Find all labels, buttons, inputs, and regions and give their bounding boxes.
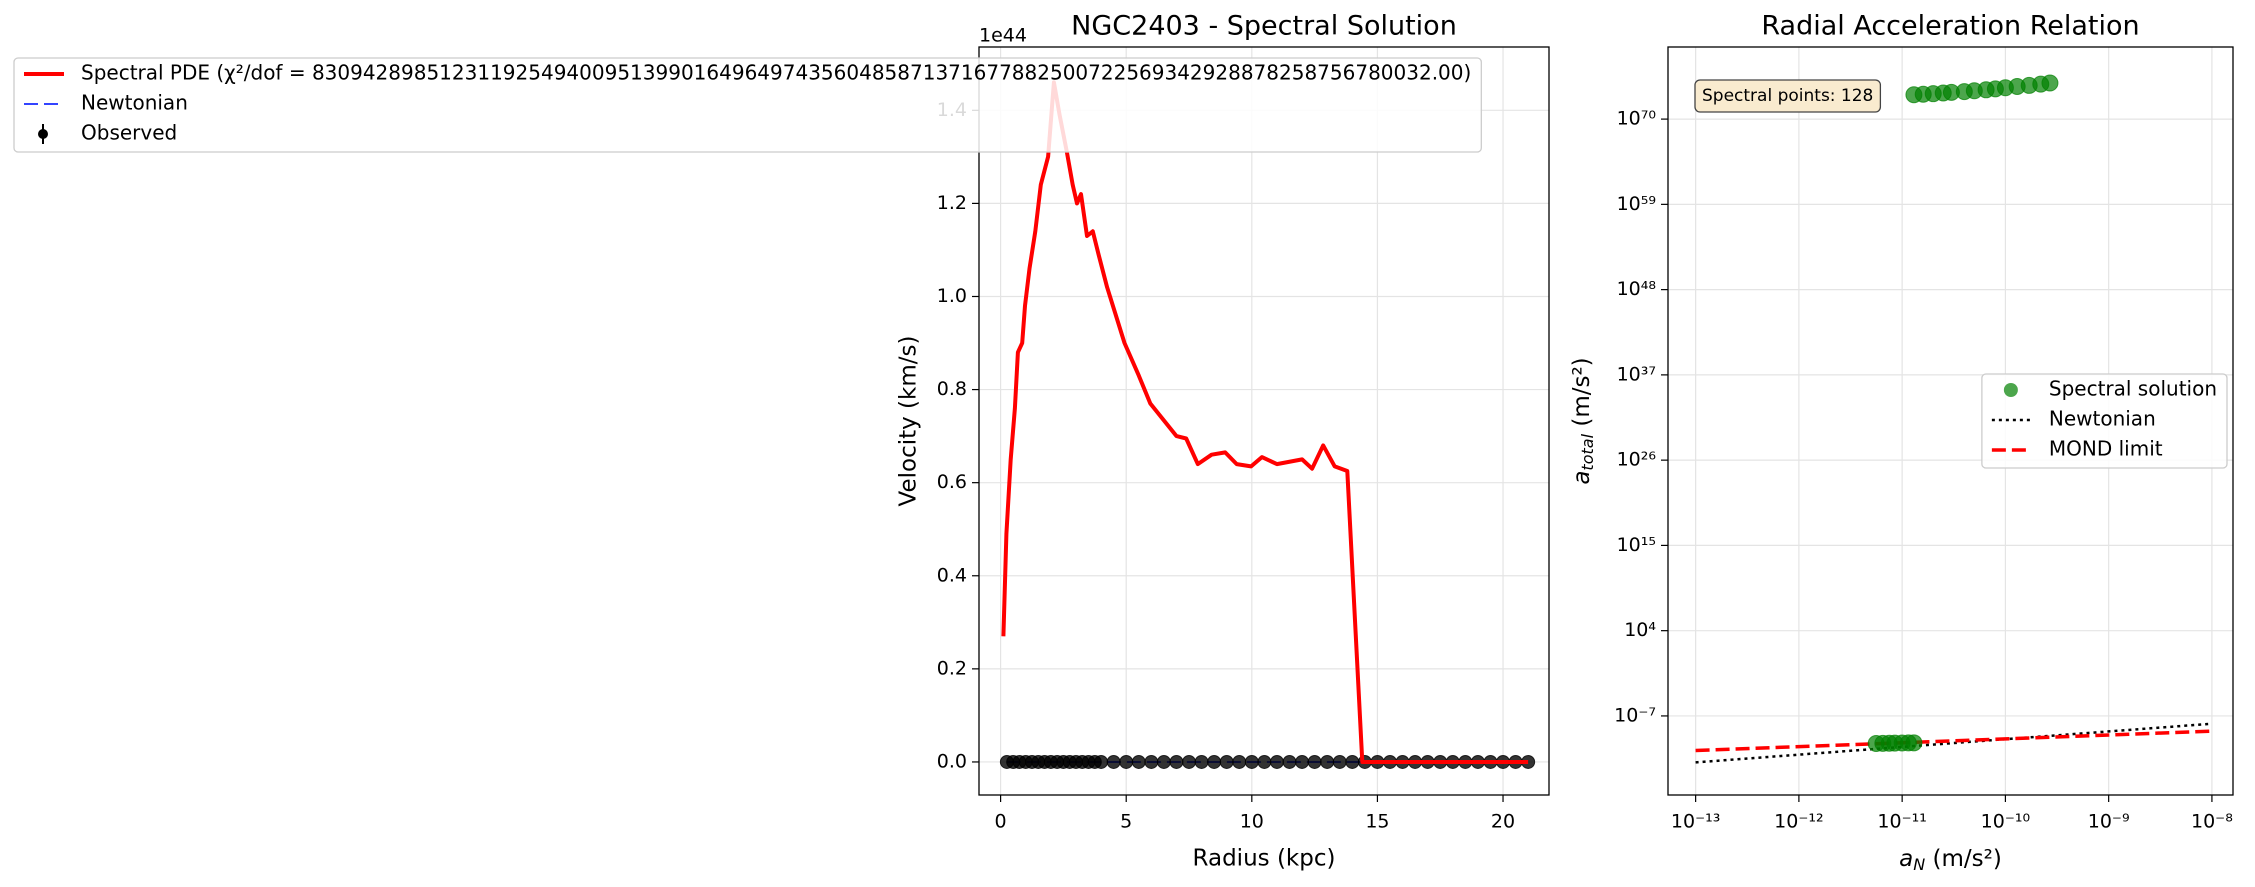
data-point	[1332, 754, 1347, 769]
data-point	[1320, 754, 1335, 769]
data-point	[1094, 754, 1109, 769]
data-point	[1295, 754, 1310, 769]
y-tick-label: 10⁵⁹	[1617, 193, 1656, 215]
data-point	[1282, 754, 1297, 769]
series-line	[1695, 722, 2212, 764]
y-tick-label: 0.4	[937, 564, 967, 586]
x-tick-label: 15	[1365, 811, 1389, 833]
data-point	[1144, 754, 1159, 769]
y-tick-label: 1.2	[937, 192, 967, 214]
y-tick-label: 10¹⁵	[1617, 534, 1656, 556]
data-point	[1194, 754, 1209, 769]
y-label: Velocity (km/s)	[896, 336, 922, 507]
annotation: Spectral points: 128	[1694, 79, 1882, 113]
data-point	[1156, 754, 1171, 769]
x-tick-label: 10⁻¹⁰	[1981, 811, 2030, 833]
axes-frame	[978, 46, 1550, 796]
data-point	[1131, 754, 1146, 769]
y-tick-label: 0.6	[937, 471, 967, 493]
y-tick-label: 0.0	[937, 750, 967, 772]
data-point	[1232, 754, 1247, 769]
label-unit: (m/s²)	[1569, 357, 1595, 434]
chart: Radial Acceleration Relation 10⁻¹³ 10⁻¹² 10…	[1569, 11, 2234, 874]
data-point	[1169, 754, 1184, 769]
data-point	[1269, 754, 1284, 769]
legend-swatch	[38, 129, 48, 139]
y-tick-label: 0.2	[937, 657, 967, 679]
data-point	[1207, 754, 1222, 769]
y-tick-label: 10⁴⁸	[1617, 278, 1656, 300]
annotation-box	[1694, 79, 1882, 113]
x-tick-label: 10⁻⁹	[2088, 811, 2130, 833]
x-label: aN (m/s²)	[1899, 846, 2002, 874]
x-tick-label: 20	[1491, 811, 1515, 833]
chart-title: NGC2403 - Spectral Solution	[1071, 11, 1457, 42]
label-subscript: N	[1913, 855, 1925, 874]
data-point	[1219, 754, 1234, 769]
y-tick-label: 10⁷⁰	[1617, 108, 1656, 130]
chart: NGC2403 - Spectral Solution 0 5 10 15 20 0.0 0.…	[13, 11, 1550, 872]
label-symbol: a	[1899, 846, 1913, 872]
plot-area	[1695, 74, 2212, 764]
legend-label: Spectral PDE (χ²/dof = 83094289851231192…	[81, 61, 1471, 85]
plot-area	[999, 80, 1536, 769]
legend-label: Newtonian	[81, 91, 188, 115]
data-point	[1345, 754, 1360, 769]
chart-title: Radial Acceleration Relation	[1761, 11, 2139, 42]
legend: Spectral solution Newtonian MOND limit	[1981, 373, 2228, 469]
data-point	[1106, 754, 1121, 769]
y-tick-label: 10⁴	[1624, 619, 1656, 641]
legend-items: Spectral PDE (χ²/dof = 83094289851231192…	[24, 61, 1471, 145]
y-tick-label: 10⁻⁷	[1614, 704, 1656, 726]
x-tick-label: 0	[995, 811, 1007, 833]
x-label: Radius (kpc)	[1193, 846, 1336, 872]
legend-items: Spectral solution Newtonian MOND limit	[1991, 377, 2217, 461]
x-tick-label: 10⁻¹³	[1671, 811, 1720, 833]
x-tick-label: 10	[1240, 811, 1264, 833]
annotation-text: Spectral points: 128	[1702, 86, 1873, 106]
legend-label: Newtonian	[2049, 407, 2156, 431]
x-tick-label: 10⁻¹¹	[1877, 811, 1926, 833]
y-tick-label: 1.0	[937, 285, 967, 307]
legend-box	[1981, 373, 2228, 469]
legend-label: MOND limit	[2049, 437, 2163, 461]
label-unit: (m/s²)	[1925, 846, 2002, 872]
series-line	[1001, 80, 1529, 764]
data-point	[1257, 754, 1272, 769]
label-subscript: total	[1578, 433, 1597, 470]
offset-label: 1e44	[979, 25, 1027, 47]
y-tick-label: 10³⁷	[1617, 363, 1656, 385]
data-point	[1244, 754, 1259, 769]
y-label: atotal (m/s²)	[1569, 357, 1597, 484]
y-tick-label: 0.8	[937, 378, 967, 400]
axes-frame	[1667, 46, 2234, 796]
legend: Spectral PDE (χ²/dof = 83094289851231192…	[13, 57, 1482, 153]
x-tick-label: 5	[1120, 811, 1132, 833]
data-point	[1182, 754, 1197, 769]
label-symbol: a	[1569, 471, 1595, 485]
data-point	[2041, 74, 2059, 92]
legend-swatch	[2003, 383, 2018, 397]
data-point	[1119, 754, 1134, 769]
legend-label: Observed	[81, 121, 177, 145]
legend-box	[13, 57, 1482, 153]
legend-label: Spectral solution	[2049, 377, 2217, 401]
x-tick-label: 10⁻¹²	[1774, 811, 1823, 833]
x-tick-label: 10⁻⁸	[2191, 811, 2233, 833]
y-tick-label: 10²⁶	[1617, 449, 1656, 471]
data-point	[1905, 734, 1923, 752]
data-point	[1307, 754, 1322, 769]
series-line	[1695, 729, 2212, 753]
